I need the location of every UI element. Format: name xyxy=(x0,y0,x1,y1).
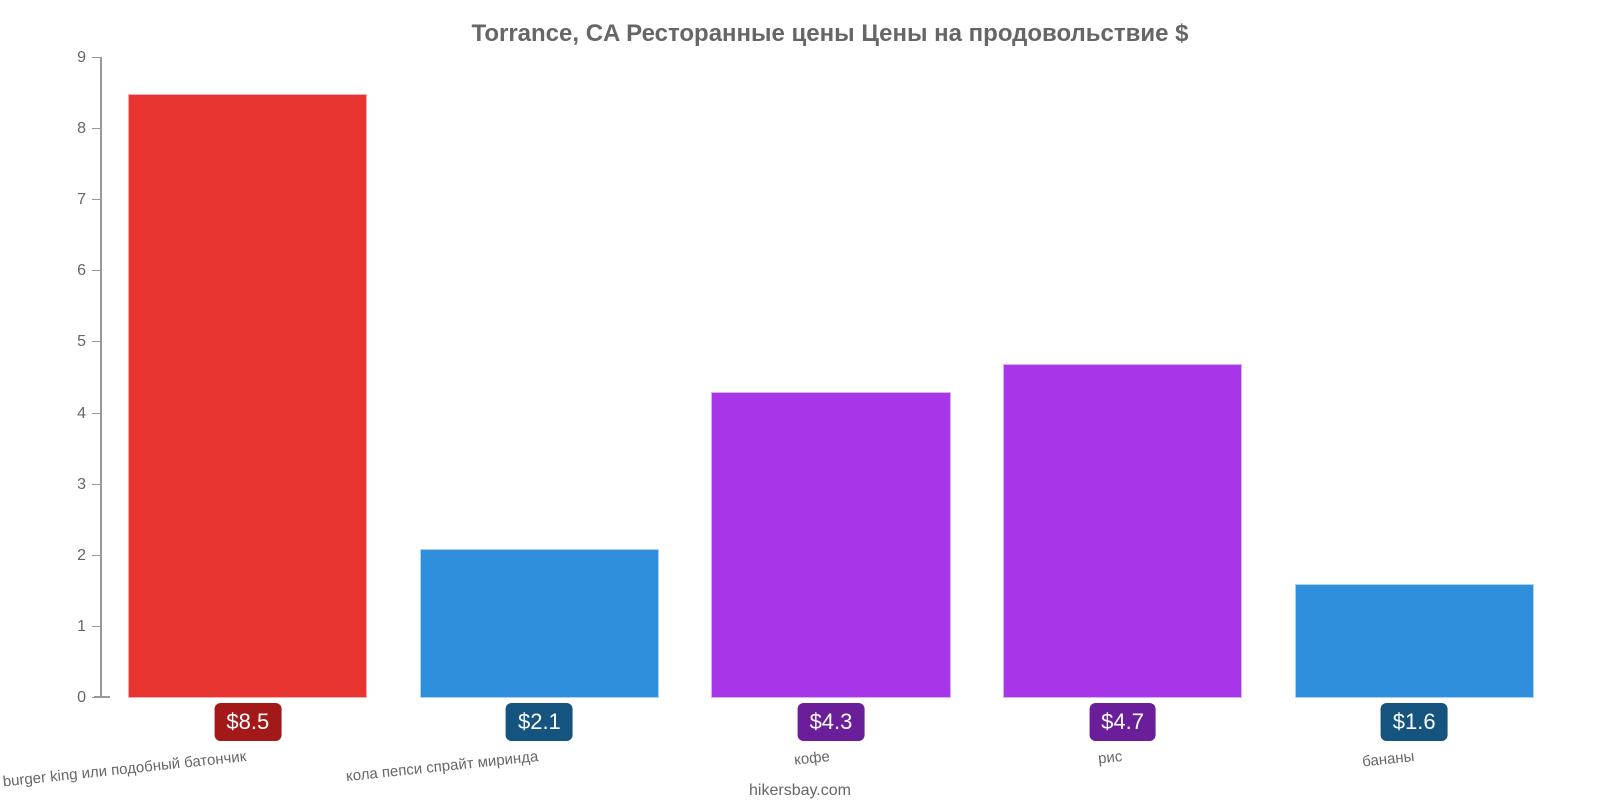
bar: $4.7 xyxy=(1003,364,1242,698)
bar-slot: $2.1 xyxy=(394,58,686,698)
bar: $4.3 xyxy=(711,392,950,698)
x-axis-label: бананы xyxy=(1361,748,1415,770)
x-label-slot: кофе xyxy=(684,742,976,772)
attribution: hikersbay.com xyxy=(749,782,851,800)
chart-title: Torrance, CA Ресторанные цены Цены на пр… xyxy=(100,20,1560,48)
x-label-slot: кола пепси спрайт миринда xyxy=(392,742,684,772)
y-tick-label: 0 xyxy=(77,689,102,707)
bar-slot: $8.5 xyxy=(102,58,394,698)
x-axis-labels: mac burger king или подобный батончиккол… xyxy=(100,742,1560,772)
bar: $2.1 xyxy=(420,549,659,698)
bar-value-label: $4.7 xyxy=(1089,703,1156,741)
y-tick-label: 2 xyxy=(77,547,102,565)
y-tick-label: 4 xyxy=(77,405,102,423)
y-tick-label: 8 xyxy=(77,120,102,138)
bar-slot: $4.7 xyxy=(977,58,1269,698)
bar-slot: $1.6 xyxy=(1268,58,1560,698)
bar: $8.5 xyxy=(128,94,367,698)
chart-container: Torrance, CA Ресторанные цены Цены на пр… xyxy=(0,0,1600,800)
x-axis-label: рис xyxy=(1097,748,1123,767)
y-tick-label: 7 xyxy=(77,191,102,209)
y-tick-label: 6 xyxy=(77,262,102,280)
y-tick-label: 3 xyxy=(77,476,102,494)
y-tick-label: 1 xyxy=(77,618,102,636)
x-label-slot: рис xyxy=(976,742,1268,772)
x-label-slot: бананы xyxy=(1268,742,1560,772)
bar-value-label: $1.6 xyxy=(1381,703,1448,741)
bar: $1.6 xyxy=(1295,584,1534,698)
bars-area: $8.5 $2.1 $4.3$4.7 $1.6 xyxy=(102,58,1560,698)
bar-value-label: $2.1 xyxy=(506,703,573,741)
y-tick-label: 9 xyxy=(77,49,102,67)
bar-slot: $4.3 xyxy=(685,58,977,698)
y-tick-label: 5 xyxy=(77,333,102,351)
plot-area: $8.5$2.1$4.3$4.7$1.6 0123456789 xyxy=(100,58,1560,698)
x-axis-label: mac burger king или подобный батончик xyxy=(0,748,247,794)
bar-value-label: $4.3 xyxy=(798,703,865,741)
x-axis-label: кофе xyxy=(794,748,831,769)
bar-value-label: $8.5 xyxy=(214,703,281,741)
